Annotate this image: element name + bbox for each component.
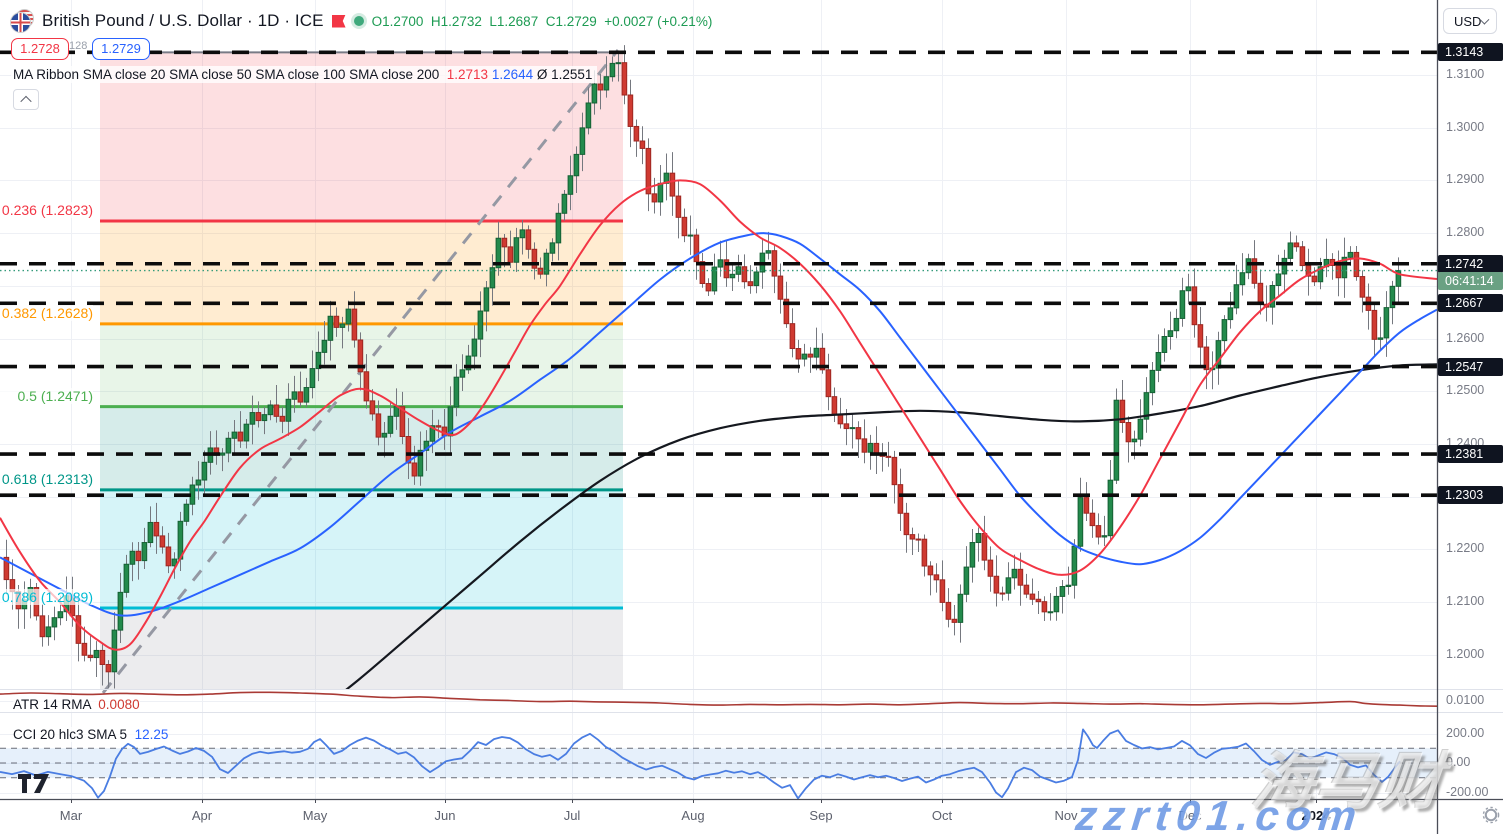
fib-label-0.382: 0.382 (1.2628) xyxy=(0,304,93,321)
cci-scale-tick--200.00[interactable]: -200.00 xyxy=(1446,784,1489,799)
time-label-2024[interactable]: 2024 xyxy=(1301,808,1331,823)
symbol-header: British Pound / U.S. Dollar · 1D · ICE O… xyxy=(10,8,712,34)
atr-line[interactable] xyxy=(0,691,1438,707)
price-badge-1.2547: 1.2547 xyxy=(1438,357,1503,376)
time-label-Sep[interactable]: Sep xyxy=(809,808,833,823)
price-badge-1.2667: 1.2667 xyxy=(1438,294,1503,313)
time-label-Nov[interactable]: Nov xyxy=(1054,808,1078,823)
price-tick-1.2800[interactable]: 1.2800 xyxy=(1446,225,1485,240)
time-label-Mar[interactable]: Mar xyxy=(59,808,83,823)
cci-scale-tick-200.00[interactable]: 200.00 xyxy=(1446,725,1485,740)
fib-retracement[interactable] xyxy=(100,51,623,689)
price-tick-1.3000[interactable]: 1.3000 xyxy=(1446,119,1485,134)
cci-legend[interactable]: CCI 20 hlc3 SMA 5 12.25 xyxy=(13,727,169,742)
currency-pair-icon xyxy=(10,9,34,33)
sma20-line[interactable] xyxy=(0,179,1437,651)
sma50-line[interactable] xyxy=(0,232,1437,617)
price-badge-1.2742: 1.2742 xyxy=(1438,254,1503,273)
tradingview-logo-icon[interactable] xyxy=(17,771,53,793)
time-label-May[interactable]: May xyxy=(302,808,328,823)
time-label-Jun[interactable]: Jun xyxy=(434,808,456,823)
currency-unit-label: USD xyxy=(1454,13,1482,29)
atr-value: 0.0080 xyxy=(98,697,140,712)
settings-gear-icon[interactable] xyxy=(1482,806,1500,824)
sma200-line[interactable] xyxy=(320,363,1437,710)
countdown-badge: 06:41:14 xyxy=(1438,271,1503,290)
price-tick-1.2500[interactable]: 1.2500 xyxy=(1446,383,1485,398)
atr-scale-tick[interactable]: 0.0100 xyxy=(1446,693,1485,707)
red-flag-icon[interactable] xyxy=(331,14,346,28)
time-label-Dec[interactable]: Dec xyxy=(1178,808,1202,823)
price-tick-1.2000[interactable]: 1.2000 xyxy=(1446,646,1485,661)
price-tick-1.2900[interactable]: 1.2900 xyxy=(1446,172,1485,187)
price-badge-1.2381: 1.2381 xyxy=(1438,445,1503,464)
collapse-legend-button[interactable] xyxy=(13,89,39,110)
cci-label: CCI 20 hlc3 SMA 5 xyxy=(13,727,128,742)
sell-price-button[interactable]: 1.2728 xyxy=(11,38,69,60)
candlestick-series xyxy=(3,45,1402,689)
spread-counter: 128 xyxy=(69,40,88,52)
atr-label: ATR 14 RMA xyxy=(13,697,91,712)
cci-value: 12.25 xyxy=(134,727,169,742)
sma50-value: 1.2644 xyxy=(491,67,534,82)
price-tick-1.3100[interactable]: 1.3100 xyxy=(1446,67,1485,81)
price-badge-1.2303: 1.2303 xyxy=(1438,486,1503,505)
price-tick-1.2200[interactable]: 1.2200 xyxy=(1446,541,1485,556)
currency-unit-dropdown[interactable]: USD xyxy=(1443,8,1497,34)
time-label-Apr[interactable]: Apr xyxy=(191,808,213,823)
fib-label-0.618: 0.618 (1.2313) xyxy=(0,470,93,487)
symbol-title[interactable]: British Pound / U.S. Dollar · 1D · ICE xyxy=(42,11,324,30)
cci-scale-tick-0.00[interactable]: 0.00 xyxy=(1446,755,1471,769)
price-tick-1.2100[interactable]: 1.2100 xyxy=(1446,594,1485,609)
fib-label-0.236: 0.236 (1.2823) xyxy=(0,202,93,219)
time-label-Oct[interactable]: Oct xyxy=(931,808,953,823)
chevron-up-icon xyxy=(20,95,32,107)
price-tick-1.2600[interactable]: 1.2600 xyxy=(1446,330,1485,345)
atr-legend[interactable]: ATR 14 RMA 0.0080 xyxy=(13,697,140,712)
sma-avg-value: Ø 1.2551 xyxy=(536,67,593,82)
time-label-Jul[interactable]: Jul xyxy=(563,808,581,823)
cci-line[interactable] xyxy=(0,728,1401,800)
sma20-value: 1.2713 xyxy=(446,67,489,82)
fib-label-0.5: 0.5 (1.2471) xyxy=(0,387,93,404)
ma-ribbon-legend[interactable]: MA Ribbon SMA close 20 SMA close 50 SMA … xyxy=(11,66,598,83)
ohlc-values: O1.2700 H1.2732 L1.2687 C1.2729 +0.0027 … xyxy=(371,13,713,29)
ma-ribbon-label: MA Ribbon SMA close 20 SMA close 50 SMA … xyxy=(13,67,440,82)
buy-price-button[interactable]: 1.2729 xyxy=(92,38,150,60)
price-badge-1.3143: 1.3143 xyxy=(1438,43,1503,62)
time-label-Aug[interactable]: Aug xyxy=(681,808,705,823)
fib-label-0.786: 0.786 (1.2089) xyxy=(0,588,93,605)
market-status-dot-icon xyxy=(353,16,364,26)
